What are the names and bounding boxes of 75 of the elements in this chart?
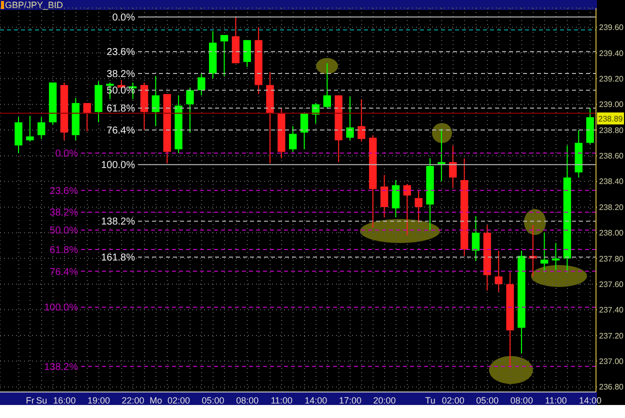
candlestick [449, 144, 457, 188]
x-tick-label: Fr [26, 395, 34, 406]
x-tick-label: 05:00 [476, 395, 499, 406]
x-tick-label: 08:00 [510, 395, 533, 406]
annotation: 38.2% [50, 208, 78, 219]
x-tick-label: 17:00 [338, 395, 362, 406]
y-tick-label: 239.20 [599, 74, 624, 84]
candlestick [243, 40, 251, 68]
candlestick [152, 76, 160, 127]
annotation: 38.2% [106, 69, 136, 80]
candlestick [289, 126, 297, 152]
x-tick-label: 05:00 [202, 395, 224, 406]
candlestick [186, 87, 194, 134]
y-tick-label: 237.80 [599, 254, 624, 264]
y-tick-label: 238.20 [599, 202, 624, 212]
annotation: 100.0% [101, 160, 136, 172]
candlestick [552, 242, 560, 270]
candlestick [392, 180, 400, 218]
y-tick-label: 238.60 [599, 152, 624, 161]
candlestick [220, 34, 228, 77]
candlestick [380, 174, 388, 218]
candlestick [26, 115, 34, 142]
y-tick-label: 237.60 [599, 280, 624, 289]
candlestick [346, 96, 354, 141]
x-tick-label: 08:00 [236, 395, 259, 406]
annotation: 76.4% [50, 266, 78, 278]
candlestick [323, 62, 331, 109]
candlestick [83, 102, 91, 132]
annotation: 76.4% [106, 126, 136, 137]
candlestick [414, 190, 422, 223]
x-tick-label: 16:00 [53, 395, 76, 406]
candlestick [403, 183, 412, 236]
chart-title: GBP/JPY_BID [5, 0, 64, 10]
y-tick-label: 237.00 [599, 357, 624, 366]
x-tick-label: 02:00 [167, 395, 190, 406]
y-tick-label: 239.60 [599, 23, 624, 32]
x-tick-label: 02:00 [442, 395, 464, 406]
x-tick-label: 19:00 [87, 395, 110, 406]
annotation: 0.0% [55, 148, 78, 160]
y-tick-label: 237.40 [599, 306, 624, 315]
y-tick-label: 239.40 [599, 48, 624, 58]
candlestick [438, 128, 446, 182]
y-tick-label: 238.40 [599, 177, 624, 186]
candlestick [300, 112, 308, 150]
annotation: 0.0% [112, 12, 136, 24]
candlestick [540, 232, 548, 274]
x-tick-label: 14:00 [304, 395, 328, 406]
annotation: 100.0% [44, 302, 78, 314]
annotation: 61.8% [50, 244, 78, 256]
annotation: 50.0% [50, 226, 78, 237]
y-tick-label: 238.80 [599, 126, 624, 135]
x-tick-label: Su [36, 395, 48, 406]
candlestick [494, 250, 502, 292]
y-tick-label: 237.20 [599, 331, 624, 340]
y-tick-label: 239.00 [599, 100, 624, 110]
annotation: 138.2% [101, 216, 136, 228]
candlestick [198, 73, 206, 96]
x-tick-label: Tu [425, 395, 436, 406]
annotation: 238.89 [598, 114, 624, 124]
x-tick-label: Mo [150, 395, 162, 406]
annotation: 161.8% [101, 252, 136, 264]
annotation: 138.2% [44, 362, 78, 373]
candlestick [38, 116, 46, 140]
y-tick-label: 236.80 [599, 382, 624, 392]
x-tick-label: 11:00 [545, 395, 567, 406]
candlestick [472, 216, 480, 262]
candlestick [14, 116, 22, 154]
annotation: 61.8% [106, 104, 136, 115]
annotation: 23.6% [50, 186, 78, 197]
y-tick-label: 238.00 [599, 228, 624, 238]
x-tick-label: 22:00 [122, 395, 144, 406]
candlestick [358, 98, 366, 142]
x-tick-label: 20:00 [373, 395, 396, 406]
annotation: 23.6% [106, 47, 136, 58]
x-tick-label: 11:00 [270, 395, 293, 406]
